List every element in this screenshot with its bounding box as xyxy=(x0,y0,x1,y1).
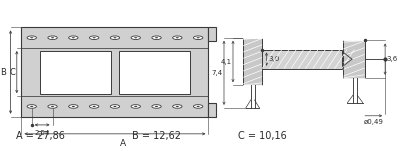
Text: 3,0: 3,0 xyxy=(268,56,280,62)
Circle shape xyxy=(90,36,99,40)
Text: A: A xyxy=(120,139,126,148)
Circle shape xyxy=(134,106,137,107)
Text: C: C xyxy=(10,68,16,77)
Circle shape xyxy=(27,36,36,40)
Circle shape xyxy=(72,37,75,38)
Circle shape xyxy=(155,37,158,38)
Circle shape xyxy=(48,105,57,108)
Bar xyxy=(243,38,262,85)
Bar xyxy=(262,50,342,69)
Circle shape xyxy=(51,37,54,38)
Circle shape xyxy=(27,105,36,108)
Text: 4,1: 4,1 xyxy=(220,58,232,64)
Circle shape xyxy=(134,37,137,38)
Text: ø0,49: ø0,49 xyxy=(364,119,384,125)
Circle shape xyxy=(131,105,140,108)
Circle shape xyxy=(194,105,203,108)
Circle shape xyxy=(48,36,57,40)
Circle shape xyxy=(155,106,158,107)
Bar xyxy=(119,51,190,93)
Circle shape xyxy=(51,106,54,107)
Bar xyxy=(344,40,365,78)
Circle shape xyxy=(69,36,78,40)
Circle shape xyxy=(90,105,99,108)
Bar xyxy=(22,27,208,117)
Circle shape xyxy=(194,36,203,40)
Circle shape xyxy=(173,105,182,108)
Text: B = 12,62: B = 12,62 xyxy=(132,131,182,141)
Bar xyxy=(40,51,111,93)
Text: 2,54: 2,54 xyxy=(34,130,50,136)
Circle shape xyxy=(114,106,116,107)
Circle shape xyxy=(152,36,161,40)
Circle shape xyxy=(30,106,33,107)
Circle shape xyxy=(30,37,33,38)
Circle shape xyxy=(110,105,120,108)
Circle shape xyxy=(69,105,78,108)
Bar xyxy=(208,103,216,117)
Circle shape xyxy=(152,105,161,108)
Text: C = 10,16: C = 10,16 xyxy=(238,131,286,141)
Text: A = 27,86: A = 27,86 xyxy=(16,131,64,141)
Circle shape xyxy=(131,36,140,40)
Text: 7,4: 7,4 xyxy=(211,70,222,76)
Circle shape xyxy=(176,106,179,107)
Text: 3,6: 3,6 xyxy=(387,56,398,62)
Text: B: B xyxy=(1,68,6,77)
Circle shape xyxy=(110,36,120,40)
Circle shape xyxy=(176,37,179,38)
Circle shape xyxy=(72,106,75,107)
Circle shape xyxy=(173,36,182,40)
Circle shape xyxy=(93,106,96,107)
Circle shape xyxy=(196,106,200,107)
Circle shape xyxy=(196,37,200,38)
Circle shape xyxy=(114,37,116,38)
Bar xyxy=(208,27,216,41)
Circle shape xyxy=(93,37,96,38)
